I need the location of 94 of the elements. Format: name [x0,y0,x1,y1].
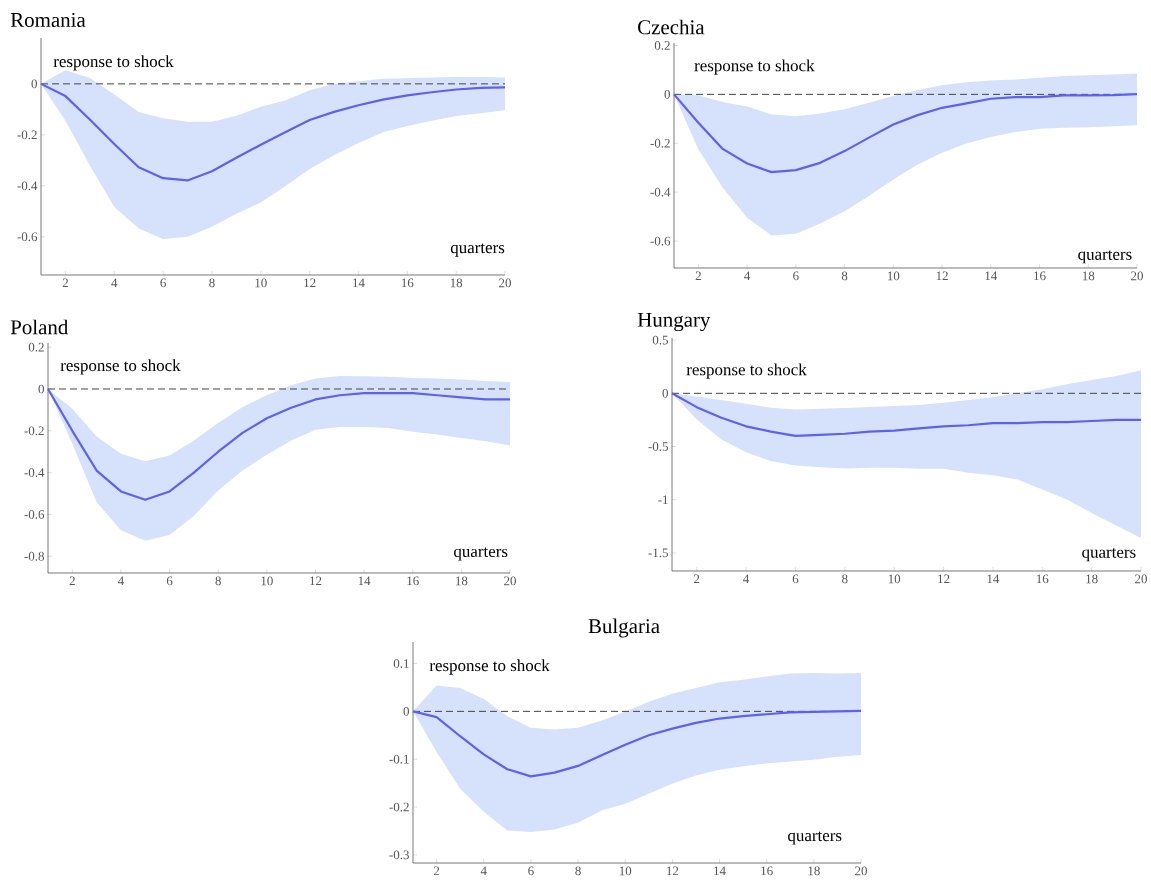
chart-title: Czechia [638,19,705,35]
line-series [411,709,863,778]
chart-title: Bulgaria [588,618,660,638]
y-tick-label: 0 [664,89,670,99]
x-tick-label: 12 [936,271,948,281]
y-tick-label: -0.6 [650,236,671,246]
y-tick-label: 0.2 [654,41,670,50]
x-tick-label: 6 [792,574,799,584]
x-tick-label: 18 [450,278,463,288]
x-tick-label: 8 [215,576,221,586]
y-tick-label: -0.4 [17,181,38,191]
x-tick-label: 2 [69,576,75,586]
x-tick-label: 16 [1034,271,1046,281]
x-tick-label: 4 [743,574,750,584]
y-tick-label: -1.5 [648,548,668,558]
x-tick-label: 4 [111,278,118,288]
y-tick-label: -0.2 [24,426,44,436]
chart-title: Hungary [637,312,711,332]
y-tick-label: 0 [31,79,37,89]
x-tick-label: 6 [160,278,166,288]
x-tick-label: 12 [310,576,322,586]
annotation: response to shock [429,659,550,675]
y-tick-label: 0.1 [393,659,409,668]
y-tick-label: 0 [403,706,409,716]
x-tick-label: 10 [255,278,267,288]
y-tick-label: 0 [662,388,668,398]
x-tick-label: 10 [619,866,632,876]
x-tick-label: 10 [887,271,900,281]
y-tick-label: -0.3 [389,850,409,860]
y-tick-label: -0.2 [389,802,409,812]
x-tick-label: 16 [401,278,414,288]
x-tick-label: 20 [1135,574,1147,584]
x-tick-label: 4 [117,576,124,586]
x-tick-label: 8 [842,574,848,584]
y-tick-label: -0.2 [17,130,37,140]
x-tick-label: 14 [987,574,1000,584]
x-tick-label: 18 [808,866,820,876]
x-tick-label: 8 [841,271,848,281]
line-series [39,82,507,182]
x-tick-label: 6 [528,866,534,876]
y-tick-label: 0.5 [652,335,668,345]
annotation: response to shock [53,55,174,71]
x-tick-label: 6 [166,576,173,586]
chart-title: Romania [10,12,86,28]
x-tick-label: 12 [304,278,316,288]
y-tick-label: -0.4 [650,187,671,197]
x-tick-label: 14 [353,278,365,288]
x-tick-label: 6 [793,271,799,281]
annotation: quarters [1078,250,1132,264]
x-tick-label: 12 [938,574,950,584]
x-tick-label: 20 [855,866,867,876]
x-tick-label: 18 [456,576,468,586]
x-tick-label: 2 [694,574,700,584]
y-tick-label: -0.5 [648,442,668,451]
x-tick-label: 20 [499,278,511,288]
x-tick-label: 14 [714,866,726,876]
x-tick-label: 18 [1086,574,1098,584]
x-tick-label: 2 [695,271,701,281]
x-tick-label: 8 [209,278,215,288]
y-tick-label: -0.4 [24,468,45,478]
annotation: quarters [454,547,508,561]
annotation: quarters [788,831,842,845]
x-tick-label: 10 [888,574,901,584]
x-tick-label: 10 [261,576,273,586]
x-tick-label: 2 [433,866,440,876]
x-tick-label: 14 [985,271,998,281]
annotation: response to shock [694,59,815,75]
x-tick-label: 16 [761,866,773,876]
y-tick-label: 0 [38,384,44,394]
y-tick-label: 0.2 [28,342,44,352]
x-tick-label: 20 [1131,271,1143,281]
x-tick-label: 16 [407,576,419,586]
x-tick-label: 20 [504,576,516,586]
chart-title: Poland [10,319,69,335]
y-tick-label: -0.1 [389,754,409,764]
line-series [670,392,1143,437]
x-tick-label: 12 [667,866,679,876]
y-tick-label: -0.6 [24,510,45,519]
annotation: response to shock [686,363,807,379]
annotation: response to shock [60,359,181,375]
x-tick-label: 18 [1082,271,1095,281]
x-tick-label: 4 [744,271,751,281]
x-tick-label: 14 [358,576,371,586]
annotation: quarters [1082,548,1136,562]
x-tick-label: 16 [1036,574,1049,584]
y-tick-label: -1 [658,495,668,504]
annotation: quarters [450,243,505,257]
y-tick-label: -0.2 [650,138,670,148]
x-tick-label: 8 [575,866,581,876]
y-tick-label: -0.6 [17,232,38,242]
x-tick-label: 4 [480,866,487,876]
x-tick-label: 2 [62,278,68,288]
line-series [672,93,1139,174]
y-tick-label: -0.8 [24,551,44,561]
